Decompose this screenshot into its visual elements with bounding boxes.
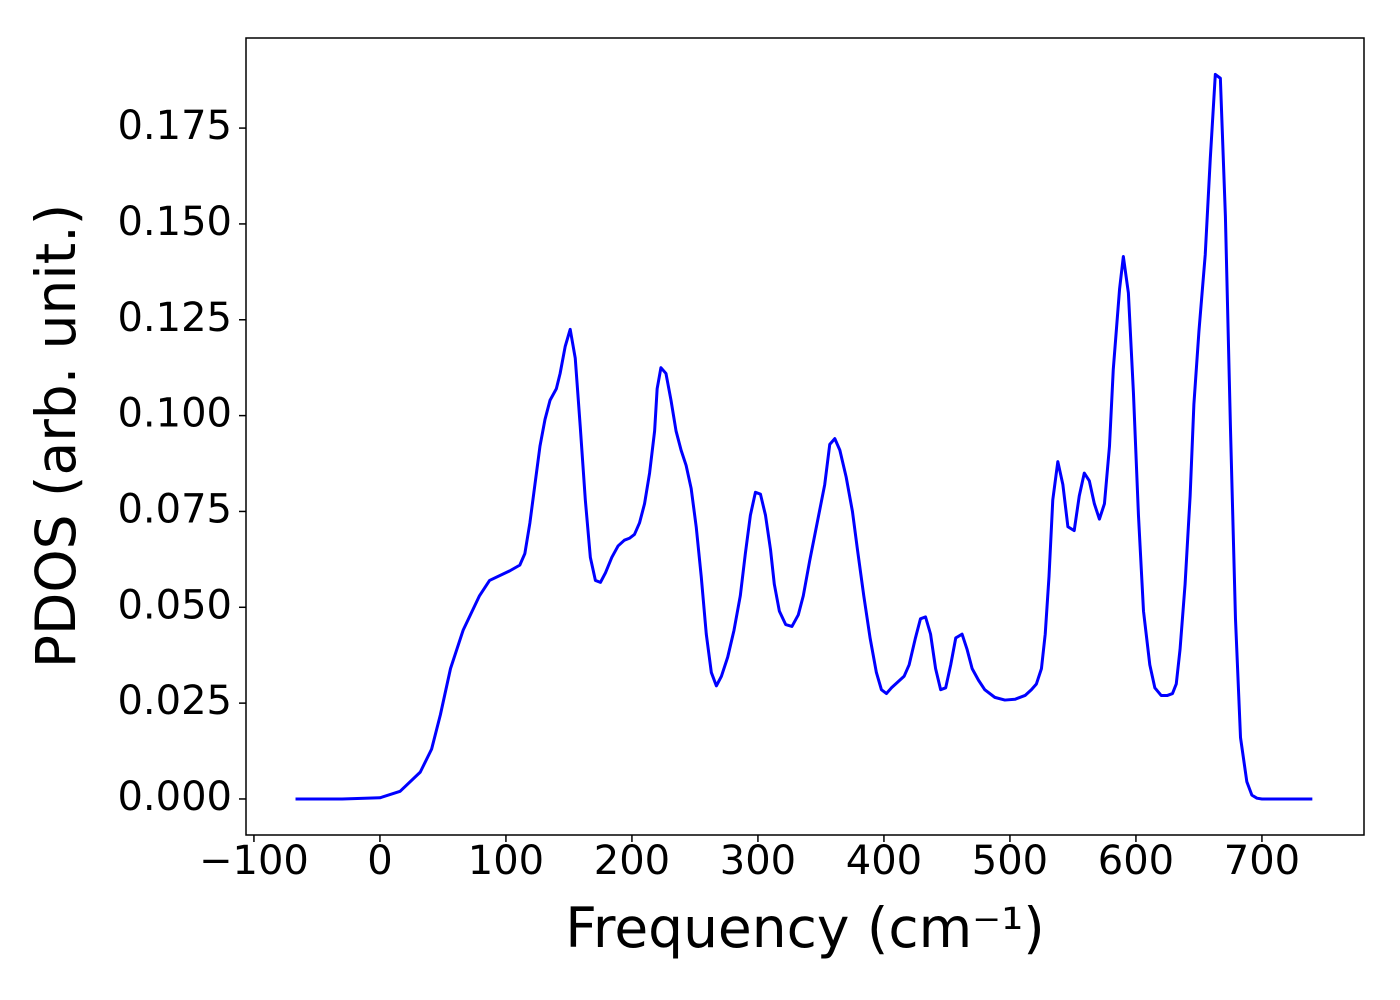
- y-tick-label: 0.100: [117, 391, 232, 437]
- x-tick-label: 0: [367, 838, 392, 884]
- x-tick-label: 700: [1224, 838, 1300, 884]
- x-tick-label: 100: [468, 838, 544, 884]
- y-tick-label: 0.000: [117, 774, 232, 820]
- y-axis-label: PDOS (arb. unit.): [24, 204, 88, 668]
- x-tick-label: 500: [972, 838, 1048, 884]
- x-tick-label: 300: [720, 838, 796, 884]
- y-tick-label: 0.175: [117, 103, 232, 149]
- x-tick-label: 600: [1098, 838, 1174, 884]
- y-tick-label: 0.075: [117, 486, 232, 532]
- line-series: [295, 72, 1313, 801]
- y-tick-label: 0.125: [117, 295, 232, 341]
- plot-frame: [245, 37, 1365, 836]
- y-tick-label: 0.025: [117, 678, 232, 724]
- x-tick-label: −100: [199, 838, 309, 884]
- x-axis-label: Frequency (cm⁻¹): [565, 896, 1044, 960]
- y-tick-label: 0.050: [117, 582, 232, 628]
- x-tick-label: 400: [846, 838, 922, 884]
- x-tick-label: 200: [594, 838, 670, 884]
- y-tick-label: 0.150: [117, 199, 232, 245]
